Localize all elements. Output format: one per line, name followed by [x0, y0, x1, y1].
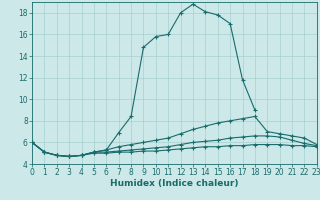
X-axis label: Humidex (Indice chaleur): Humidex (Indice chaleur)	[110, 179, 239, 188]
